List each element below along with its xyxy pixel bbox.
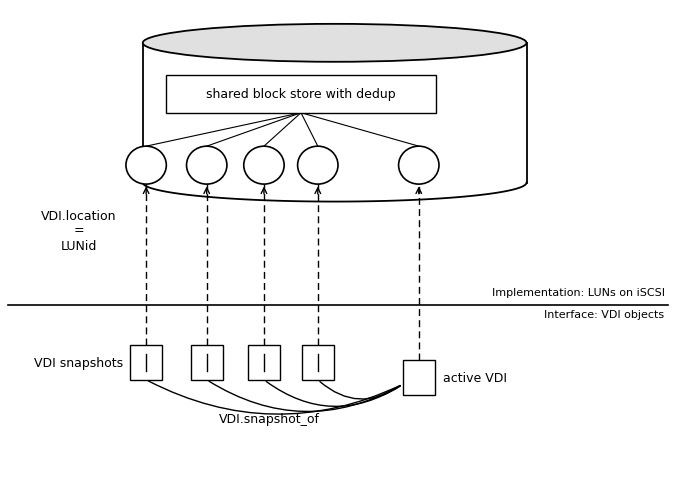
- Ellipse shape: [244, 147, 284, 185]
- Text: VDI.location
=
LUNid: VDI.location = LUNid: [41, 209, 116, 252]
- Ellipse shape: [126, 147, 166, 185]
- Text: VDI.snapshot_of: VDI.snapshot_of: [218, 412, 320, 425]
- Polygon shape: [143, 44, 527, 183]
- Text: VDI snapshots: VDI snapshots: [34, 356, 123, 369]
- Text: active VDI: active VDI: [443, 371, 507, 384]
- Ellipse shape: [297, 147, 338, 185]
- Text: Interface: VDI objects: Interface: VDI objects: [544, 309, 665, 319]
- Bar: [248, 345, 280, 380]
- Bar: [130, 345, 162, 380]
- Ellipse shape: [399, 147, 439, 185]
- Bar: [166, 76, 435, 114]
- Bar: [403, 360, 435, 395]
- Text: shared block store with dedup: shared block store with dedup: [206, 88, 395, 101]
- Ellipse shape: [143, 25, 527, 63]
- Ellipse shape: [187, 147, 227, 185]
- Bar: [301, 345, 334, 380]
- Bar: [191, 345, 223, 380]
- Text: Implementation: LUNs on iSCSI: Implementation: LUNs on iSCSI: [491, 288, 665, 298]
